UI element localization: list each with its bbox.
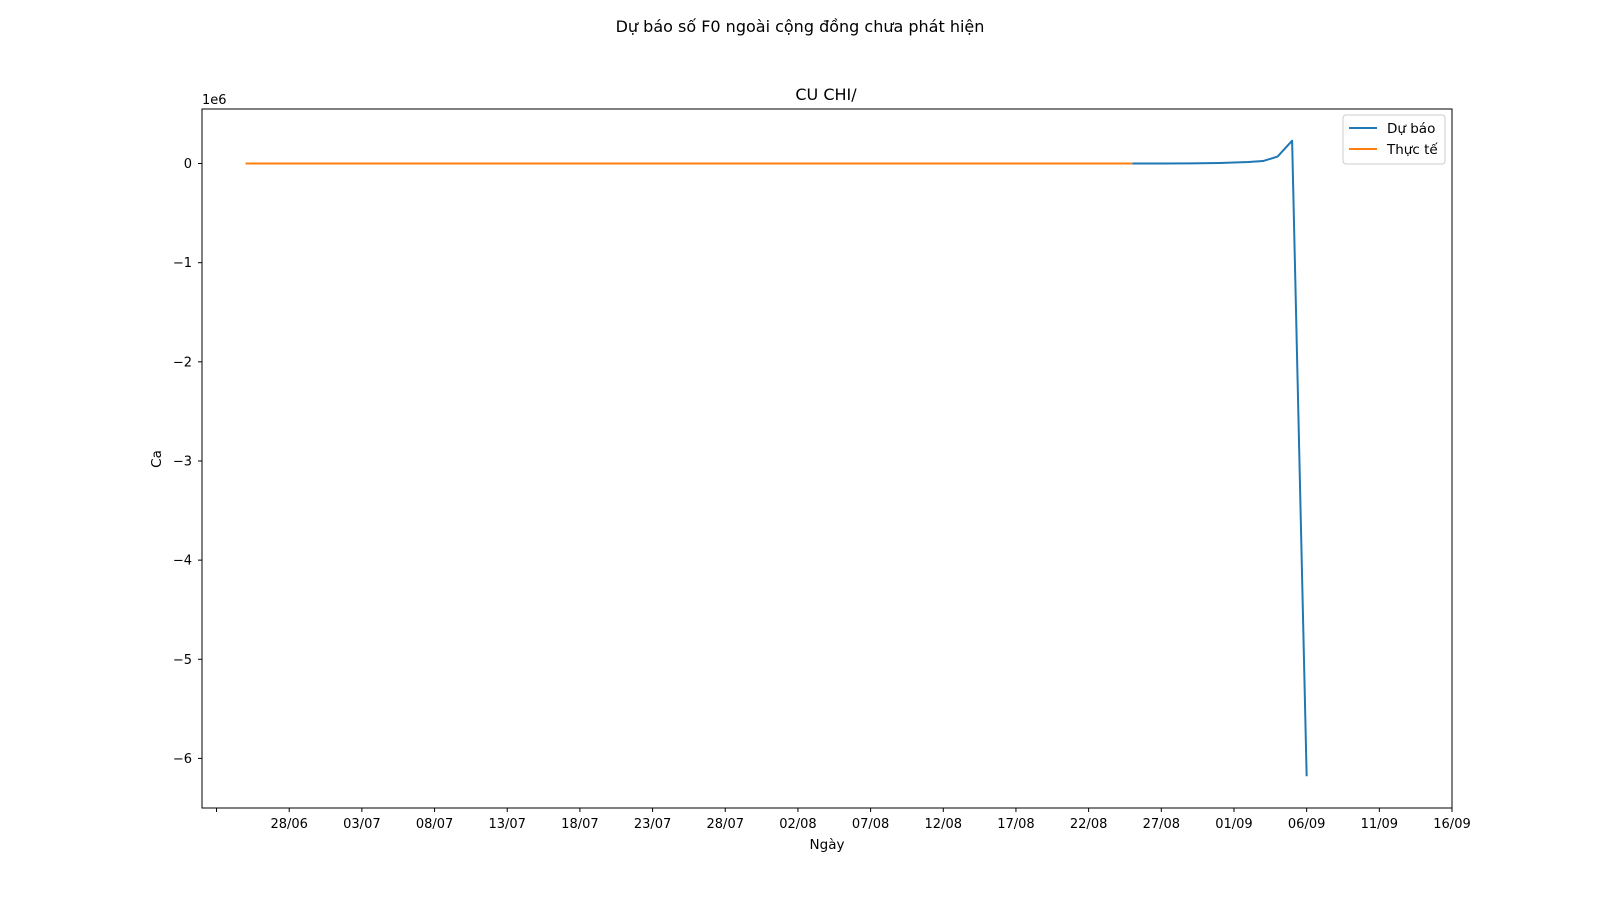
x-tick-label: 02/08: [779, 817, 816, 832]
chart-suptitle: Dự báo số F0 ngoài cộng đồng chưa phát h…: [616, 17, 985, 36]
x-tick-label: 28/07: [707, 817, 744, 832]
plot-frame: [201, 108, 1453, 809]
x-tick-label: 22/08: [1070, 817, 1107, 832]
legend-label-actual: Thực tế: [1386, 141, 1438, 158]
y-tick-label: 0: [184, 157, 192, 172]
y-tick-label: −3: [173, 454, 192, 469]
x-tick-label: 11/09: [1361, 817, 1398, 832]
x-tick-label: 03/07: [343, 817, 380, 832]
y-tick-label: −5: [173, 653, 192, 668]
x-axis-ticks: 28/06 03/07 08/07 13/07 18/07 23/07 28/07 02/08…: [216, 808, 1471, 832]
x-tick-label: 18/07: [561, 817, 598, 832]
x-tick-label: 16/09: [1433, 817, 1470, 832]
x-tick-label: 12/08: [925, 817, 962, 832]
y-tick-label: −6: [173, 752, 192, 767]
x-tick-label: 27/08: [1143, 817, 1180, 832]
y-tick-label: −4: [173, 554, 192, 569]
x-tick-label: 17/08: [997, 817, 1034, 832]
y-axis-ticks: 0 −1 −2 −3 −4 −5 −6: [173, 157, 202, 767]
x-tick-label: 07/08: [852, 817, 889, 832]
x-tick-label: 08/07: [416, 817, 453, 832]
x-tick-label: 06/09: [1288, 817, 1325, 832]
x-tick-label: 13/07: [488, 817, 525, 832]
y-tick-label: −2: [173, 355, 192, 370]
y-tick-label: −1: [173, 256, 192, 271]
chart-title: CU CHI/: [795, 85, 857, 104]
y-axis-label: Ca: [149, 450, 165, 468]
series-line-forecast: [1132, 139, 1308, 777]
series-layer: [245, 139, 1308, 777]
x-axis-label: Ngày: [810, 837, 845, 853]
x-tick-label: 23/07: [634, 817, 671, 832]
y-offset-label: 1e6: [202, 93, 227, 108]
x-tick-label: 01/09: [1215, 817, 1252, 832]
legend-label-forecast: Dự báo: [1387, 121, 1435, 137]
legend: Dự báo Thực tế: [1342, 114, 1446, 165]
x-tick-label: 28/06: [270, 817, 307, 832]
